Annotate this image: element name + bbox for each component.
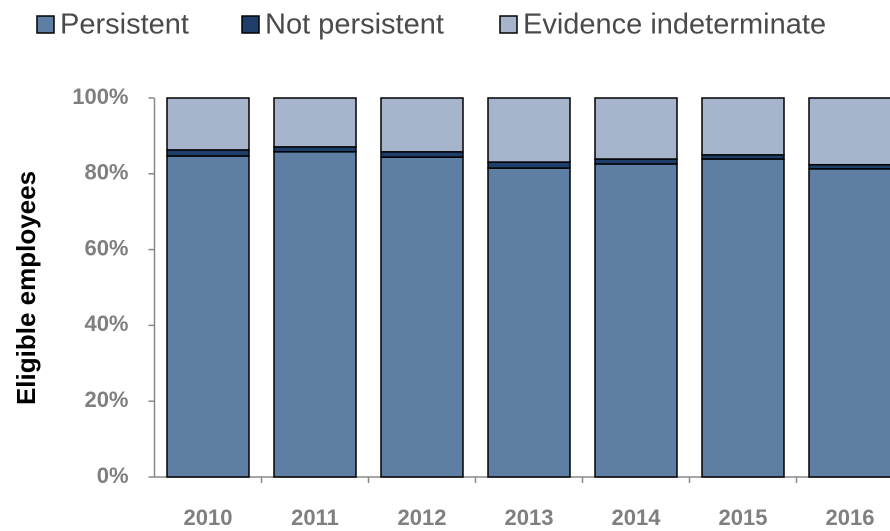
- bar-segment: [380, 151, 464, 158]
- bar-segment: [808, 97, 890, 166]
- x-tick-label: 2011: [291, 505, 339, 530]
- y-tick-label: 40%: [84, 311, 128, 336]
- bar-segment: [273, 97, 357, 148]
- bar-segment: [594, 163, 678, 478]
- x-tick-label: 2012: [398, 505, 447, 530]
- bar-segment: [166, 97, 250, 151]
- bar-segment: [487, 161, 571, 169]
- bar-segment: [594, 97, 678, 160]
- x-tick-label: 2010: [184, 505, 233, 530]
- x-tick-label: 2016: [826, 505, 875, 530]
- bar-segment: [701, 158, 785, 478]
- bar-segment: [487, 167, 571, 478]
- bar-segment: [166, 149, 250, 157]
- legend-swatch: [241, 15, 260, 34]
- y-tick-label: 100%: [72, 84, 128, 109]
- bar-segment: [166, 155, 250, 478]
- legend-swatch: [499, 15, 518, 34]
- y-tick-label: 60%: [84, 235, 128, 260]
- y-tick-label: 20%: [84, 387, 128, 412]
- x-tick-label: 2013: [505, 505, 554, 530]
- bar-segment: [487, 97, 571, 163]
- legend-label: Evidence indeterminate: [523, 9, 826, 41]
- legend-label: Persistent: [60, 9, 189, 41]
- legend-label: Not persistent: [265, 9, 444, 41]
- bar-segment: [701, 97, 785, 156]
- bar-segment: [380, 97, 464, 153]
- legend-swatch: [36, 15, 55, 34]
- y-tick-label: 80%: [84, 160, 128, 185]
- y-tick-label: 0%: [97, 463, 129, 488]
- y-axis-label: Eligible employees: [11, 171, 41, 405]
- bar-segment: [273, 151, 357, 478]
- x-tick-label: 2015: [719, 505, 768, 530]
- bar-segment: [808, 168, 890, 478]
- x-tick-label: 2014: [612, 505, 662, 530]
- bar-segment: [380, 156, 464, 478]
